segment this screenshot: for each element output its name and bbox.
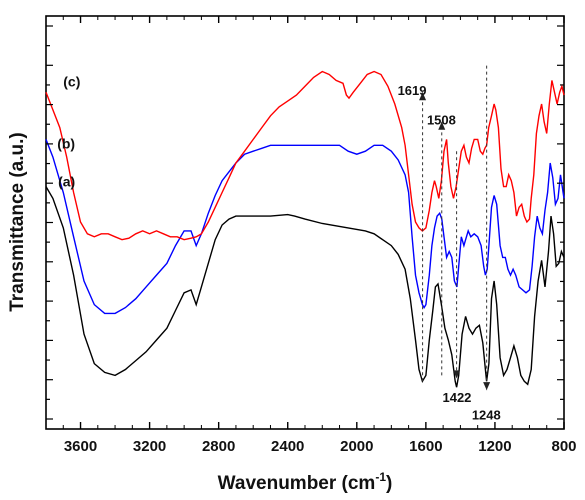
x-axis-title-main: Wavenumber (cm [218,473,376,494]
peak-arrow-1248 [483,382,491,391]
y-axis-title: Transmittance (a.u.) [7,132,28,312]
x-axis-title: Wavenumber (cm-1) [218,470,393,494]
peak-arrow-1422 [453,370,461,379]
peak-label-1248: 1248 [472,408,501,423]
peak-arrow-1508 [438,121,446,130]
peak-label-1422: 1422 [442,390,471,405]
spectra-group [45,70,565,388]
x-tick-label: 2800 [202,438,235,455]
x-tick-label: 800 [551,438,576,455]
spectrum-line-a [45,186,565,388]
x-tick-label: 3200 [133,438,166,455]
spectrum-line-b [45,139,565,315]
x-tick-label: 1600 [409,438,442,455]
curve-label: (c) [63,73,80,89]
peak-arrow-1619 [419,92,427,101]
curve-labels: (a) (b) (c) [57,73,80,189]
x-tick-label: 1200 [478,438,511,455]
x-axis-title-sup: -1 [375,470,386,484]
x-tick-label: 2000 [340,438,373,455]
x-tick-label: 3600 [64,438,97,455]
curve-label: (a) [58,174,75,190]
peak-label-1508: 1508 [427,113,456,128]
x-axis-title-close: ) [386,473,392,494]
spectrum-line-c [45,70,565,241]
curve-label: (b) [57,135,75,151]
axis-ticks: 3600 3200 2800 2400 2000 1600 1200 800 [45,16,577,455]
x-tick-label: 2400 [271,438,304,455]
peak-label-1619: 1619 [398,83,427,98]
